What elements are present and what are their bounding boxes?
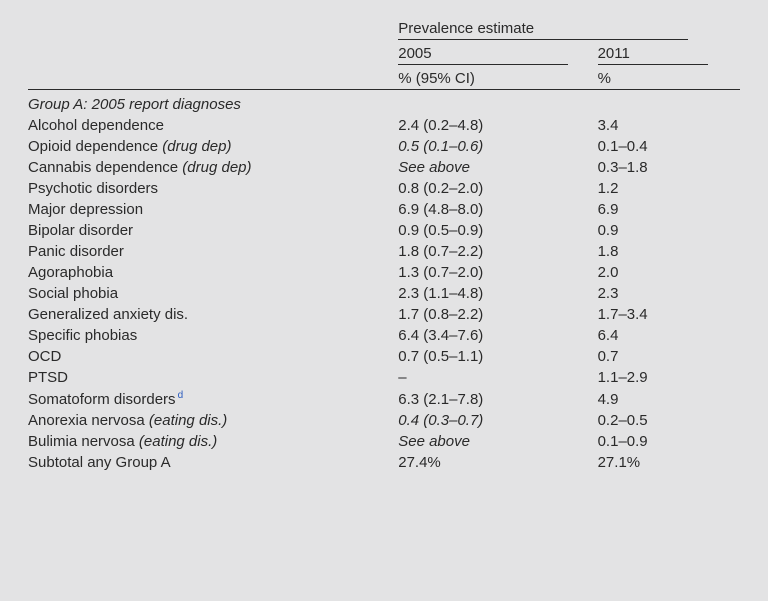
value-2011: 1.2 xyxy=(598,178,740,199)
row-label: Bulimia nervosa (eating dis.) xyxy=(28,431,398,452)
value-2011: 0.1–0.4 xyxy=(598,136,740,157)
ci-2005-label: % (95% CI) xyxy=(398,68,597,90)
table-row: Subtotal any Group A27.4%27.1% xyxy=(28,452,740,473)
table-row: Bipolar disorder0.9 (0.5–0.9)0.9 xyxy=(28,220,740,241)
row-label: Somatoform disordersd xyxy=(28,388,398,410)
row-label: Agoraphobia xyxy=(28,262,398,283)
table-row: Opioid dependence (drug dep)0.5 (0.1–0.6… xyxy=(28,136,740,157)
value-2005: 1.8 (0.7–2.2) xyxy=(398,241,597,262)
value-2005: 0.4 (0.3–0.7) xyxy=(398,410,597,431)
value-2005: 0.9 (0.5–0.9) xyxy=(398,220,597,241)
prevalence-table: Prevalence estimate 2005 2011 % (95% CI)… xyxy=(28,18,740,473)
value-2011: 1.1–2.9 xyxy=(598,367,740,388)
table-row: Specific phobias6.4 (3.4–7.6)6.4 xyxy=(28,325,740,346)
header-row-2: 2005 2011 xyxy=(28,43,740,68)
row-label: Bipolar disorder xyxy=(28,220,398,241)
value-2011: 2.0 xyxy=(598,262,740,283)
value-2011: 1.8 xyxy=(598,241,740,262)
table-row: Psychotic disorders0.8 (0.2–2.0)1.2 xyxy=(28,178,740,199)
value-2005: 6.4 (3.4–7.6) xyxy=(398,325,597,346)
table-row: Somatoform disordersd6.3 (2.1–7.8)4.9 xyxy=(28,388,740,410)
table-row: Generalized anxiety dis.1.7 (0.8–2.2)1.7… xyxy=(28,304,740,325)
value-2005: 6.3 (2.1–7.8) xyxy=(398,388,597,410)
value-2005: See above xyxy=(398,157,597,178)
prevalence-estimate-label: Prevalence estimate xyxy=(398,20,688,40)
row-label: Social phobia xyxy=(28,283,398,304)
value-2005: 2.3 (1.1–4.8) xyxy=(398,283,597,304)
footnote-marker: d xyxy=(176,390,184,401)
section-row: Group A: 2005 report diagnoses xyxy=(28,90,740,116)
value-2005: 0.5 (0.1–0.6) xyxy=(398,136,597,157)
table-row: OCD0.7 (0.5–1.1)0.7 xyxy=(28,346,740,367)
row-label: Alcohol dependence xyxy=(28,115,398,136)
table-row: Panic disorder1.8 (0.7–2.2)1.8 xyxy=(28,241,740,262)
row-label: Psychotic disorders xyxy=(28,178,398,199)
row-label: PTSD xyxy=(28,367,398,388)
value-2011: 0.3–1.8 xyxy=(598,157,740,178)
row-label: Anorexia nervosa (eating dis.) xyxy=(28,410,398,431)
table-row: Bulimia nervosa (eating dis.)See above0.… xyxy=(28,431,740,452)
table-row: PTSD–1.1–2.9 xyxy=(28,367,740,388)
ci-2011-label: % xyxy=(598,68,740,90)
value-2011: 4.9 xyxy=(598,388,740,410)
table-row: Alcohol dependence2.4 (0.2–4.8)3.4 xyxy=(28,115,740,136)
value-2011: 0.7 xyxy=(598,346,740,367)
row-label: Opioid dependence (drug dep) xyxy=(28,136,398,157)
value-2011: 6.4 xyxy=(598,325,740,346)
header-row-3: % (95% CI) % xyxy=(28,68,740,90)
value-2005: See above xyxy=(398,431,597,452)
value-2005: 27.4% xyxy=(398,452,597,473)
row-label: Generalized anxiety dis. xyxy=(28,304,398,325)
value-2005: 1.3 (0.7–2.0) xyxy=(398,262,597,283)
value-2011: 0.1–0.9 xyxy=(598,431,740,452)
value-2011: 6.9 xyxy=(598,199,740,220)
table-container: Prevalence estimate 2005 2011 % (95% CI)… xyxy=(0,0,768,497)
table-row: Anorexia nervosa (eating dis.)0.4 (0.3–0… xyxy=(28,410,740,431)
row-label: Major depression xyxy=(28,199,398,220)
header-row-1: Prevalence estimate xyxy=(28,18,740,43)
value-2005: 6.9 (4.8–8.0) xyxy=(398,199,597,220)
section-title: Group A: 2005 report diagnoses xyxy=(28,90,398,116)
table-row: Cannabis dependence (drug dep)See above0… xyxy=(28,157,740,178)
value-2011: 0.9 xyxy=(598,220,740,241)
year-2011-label: 2011 xyxy=(598,45,708,65)
value-2005: 0.8 (0.2–2.0) xyxy=(398,178,597,199)
value-2005: – xyxy=(398,367,597,388)
value-2011: 27.1% xyxy=(598,452,740,473)
table-row: Agoraphobia1.3 (0.7–2.0)2.0 xyxy=(28,262,740,283)
value-2005: 0.7 (0.5–1.1) xyxy=(398,346,597,367)
year-2005-label: 2005 xyxy=(398,45,568,65)
value-2011: 2.3 xyxy=(598,283,740,304)
row-label: Subtotal any Group A xyxy=(28,452,398,473)
row-label: OCD xyxy=(28,346,398,367)
row-label: Specific phobias xyxy=(28,325,398,346)
value-2005: 1.7 (0.8–2.2) xyxy=(398,304,597,325)
value-2011: 0.2–0.5 xyxy=(598,410,740,431)
table-row: Major depression6.9 (4.8–8.0)6.9 xyxy=(28,199,740,220)
value-2011: 3.4 xyxy=(598,115,740,136)
value-2011: 1.7–3.4 xyxy=(598,304,740,325)
table-row: Social phobia2.3 (1.1–4.8)2.3 xyxy=(28,283,740,304)
value-2005: 2.4 (0.2–4.8) xyxy=(398,115,597,136)
row-label: Panic disorder xyxy=(28,241,398,262)
row-label: Cannabis dependence (drug dep) xyxy=(28,157,398,178)
